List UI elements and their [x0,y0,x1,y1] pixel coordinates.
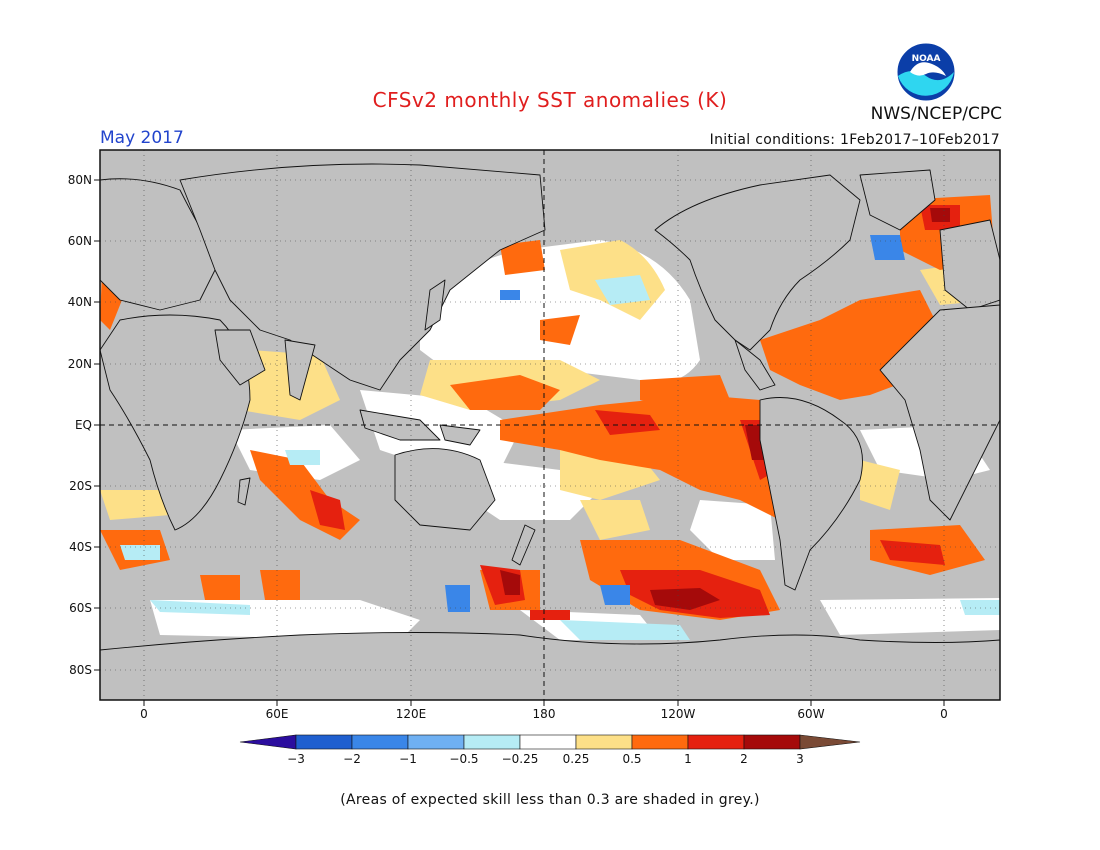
central-america [734,339,776,391]
lon-label: 180 [533,707,556,721]
colorbar-swatch [743,734,801,750]
lat-label: 40S [69,540,92,554]
colorbar-arrow-low [239,734,297,750]
colorbar-label: −3 [287,752,305,766]
cool-anomaly-light [120,275,1000,640]
colorbar-swatch [575,734,633,750]
japan [424,279,446,331]
africa-east [879,304,1000,521]
colorbar-label: 0.5 [622,752,641,766]
latitude-labels: 80N 60N 40N 20N EQ 20S 40S 60S 80S [68,173,92,677]
longitude-labels: 0 60E 120E 180 120W 60W 0 [140,707,948,721]
graticule [100,150,1000,700]
colorbar-label: −1 [399,752,417,766]
colorbar-swatch [295,734,353,750]
europe-east [939,219,1000,311]
lon-label: 120E [396,707,427,721]
arabia [214,329,266,386]
south-america [759,397,863,591]
colorbar-labels: −3 −2 −1 −0.5 −0.25 0.25 0.5 1 2 3 [287,752,804,766]
colorbar-label: 1 [684,752,692,766]
australia [394,448,496,531]
axis-ticks [94,179,945,706]
colorbar-label: −0.5 [449,752,478,766]
colorbar-swatch [351,734,409,750]
colorbar-label: 0.25 [563,752,590,766]
india [284,339,316,401]
logo-text: NOAA [912,54,941,64]
colorbar [239,734,861,750]
europe [100,178,221,311]
lon-label: 0 [940,707,948,721]
colorbar-arrow-high [799,734,861,750]
antarctica [100,632,1000,700]
lat-label: 60S [69,601,92,615]
lon-label: 60W [797,707,824,721]
map-title: CFSv2 monthly SST anomalies (K) [372,88,728,112]
lon-label: 120W [661,707,696,721]
lat-label: 40N [68,295,92,309]
new-guinea [439,424,481,446]
colorbar-label: 2 [740,752,748,766]
madagascar [237,477,251,506]
north-america [654,174,861,351]
continents [100,163,1000,700]
initial-conditions: Initial conditions: 1Feb2017–10Feb2017 [709,132,1000,148]
forecast-month: May 2017 [100,128,184,148]
greenland [859,169,936,231]
colorbar-swatch [519,734,577,750]
lat-label: EQ [75,418,92,432]
agency-label: NWS/NCEP/CPC [870,104,1002,124]
africa [100,314,251,531]
lat-label: 80S [69,663,92,677]
colorbar-label: −0.25 [502,752,539,766]
colorbar-label: −2 [343,752,361,766]
colorbar-label: 3 [796,752,804,766]
new-zealand [511,524,536,566]
skill-note: (Areas of expected skill less than 0.3 a… [340,792,760,808]
noaa-logo-icon: NOAA [896,42,956,102]
map-panel [100,150,1000,700]
colorbar-swatch [463,734,521,750]
colorbar-swatch [631,734,689,750]
lat-label: 20N [68,357,92,371]
lon-label: 60E [266,707,289,721]
lon-label: 0 [140,707,148,721]
lat-label: 80N [68,173,92,187]
colorbar-swatch [687,734,745,750]
lat-label: 60N [68,234,92,248]
colorbar-swatch [407,734,465,750]
lat-label: 20S [69,479,92,493]
